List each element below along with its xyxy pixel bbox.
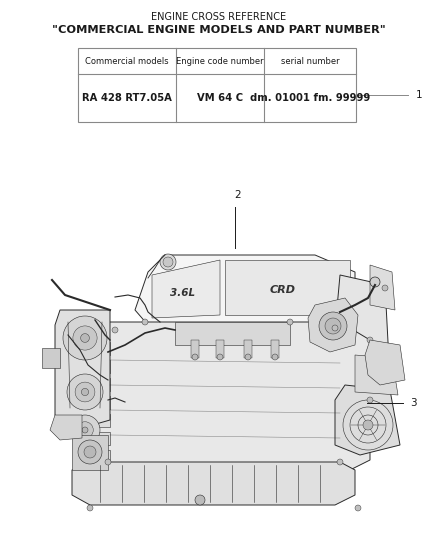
Polygon shape xyxy=(135,255,355,325)
Circle shape xyxy=(82,427,88,433)
Polygon shape xyxy=(152,260,220,318)
Text: RA 428 RT7.05A: RA 428 RT7.05A xyxy=(82,93,172,103)
Polygon shape xyxy=(308,298,358,352)
Circle shape xyxy=(142,319,148,325)
Text: serial number: serial number xyxy=(281,56,339,66)
Bar xyxy=(42,348,60,368)
Polygon shape xyxy=(225,260,350,315)
Text: 1: 1 xyxy=(416,90,423,100)
Polygon shape xyxy=(80,322,370,475)
Circle shape xyxy=(287,319,293,325)
Circle shape xyxy=(81,389,88,395)
Text: "COMMERCIAL ENGINE MODELS AND PART NUMBER": "COMMERCIAL ENGINE MODELS AND PART NUMBE… xyxy=(52,25,386,35)
Text: Engine code number: Engine code number xyxy=(176,56,264,66)
Bar xyxy=(271,340,279,358)
Bar xyxy=(191,340,199,358)
Circle shape xyxy=(332,325,338,331)
Circle shape xyxy=(163,257,173,267)
Polygon shape xyxy=(80,414,110,427)
Circle shape xyxy=(87,505,93,511)
Text: Commercial models: Commercial models xyxy=(85,56,169,66)
Circle shape xyxy=(195,495,205,505)
Polygon shape xyxy=(175,322,290,345)
Polygon shape xyxy=(365,340,405,385)
Text: 3: 3 xyxy=(410,398,417,408)
Circle shape xyxy=(245,354,251,360)
Circle shape xyxy=(192,354,198,360)
Polygon shape xyxy=(80,450,110,463)
Bar xyxy=(216,340,224,358)
Circle shape xyxy=(84,446,96,458)
Polygon shape xyxy=(335,275,390,395)
Polygon shape xyxy=(80,378,110,391)
Circle shape xyxy=(78,440,102,464)
Circle shape xyxy=(105,459,111,465)
Polygon shape xyxy=(355,355,398,395)
Polygon shape xyxy=(335,385,400,455)
Bar xyxy=(78,48,356,122)
Circle shape xyxy=(367,397,373,403)
Circle shape xyxy=(319,312,347,340)
Polygon shape xyxy=(80,396,110,409)
Text: ENGINE CROSS REFERENCE: ENGINE CROSS REFERENCE xyxy=(152,12,286,22)
Polygon shape xyxy=(50,415,82,440)
Circle shape xyxy=(382,285,388,291)
Circle shape xyxy=(73,326,97,350)
Text: dm. 01001 fm. 99999: dm. 01001 fm. 99999 xyxy=(250,93,370,103)
Circle shape xyxy=(325,318,341,334)
Text: 2: 2 xyxy=(235,190,241,200)
Circle shape xyxy=(67,374,103,410)
Circle shape xyxy=(63,316,107,360)
Circle shape xyxy=(77,422,93,438)
Circle shape xyxy=(272,354,278,360)
Bar xyxy=(244,340,252,358)
Circle shape xyxy=(70,415,100,445)
Polygon shape xyxy=(80,342,110,355)
Circle shape xyxy=(160,254,176,270)
Text: CRD: CRD xyxy=(270,285,296,295)
Circle shape xyxy=(75,382,95,402)
Circle shape xyxy=(81,334,89,342)
Circle shape xyxy=(370,277,380,287)
Circle shape xyxy=(337,459,343,465)
Polygon shape xyxy=(80,432,110,445)
Polygon shape xyxy=(55,310,110,430)
Polygon shape xyxy=(72,462,355,505)
Circle shape xyxy=(367,337,373,343)
Circle shape xyxy=(363,420,373,430)
Circle shape xyxy=(112,327,118,333)
Polygon shape xyxy=(80,360,110,373)
Polygon shape xyxy=(370,265,395,310)
Text: 3.6L: 3.6L xyxy=(170,288,195,298)
Text: VM 64 C: VM 64 C xyxy=(197,93,243,103)
Circle shape xyxy=(217,354,223,360)
Polygon shape xyxy=(72,435,108,470)
Circle shape xyxy=(355,505,361,511)
